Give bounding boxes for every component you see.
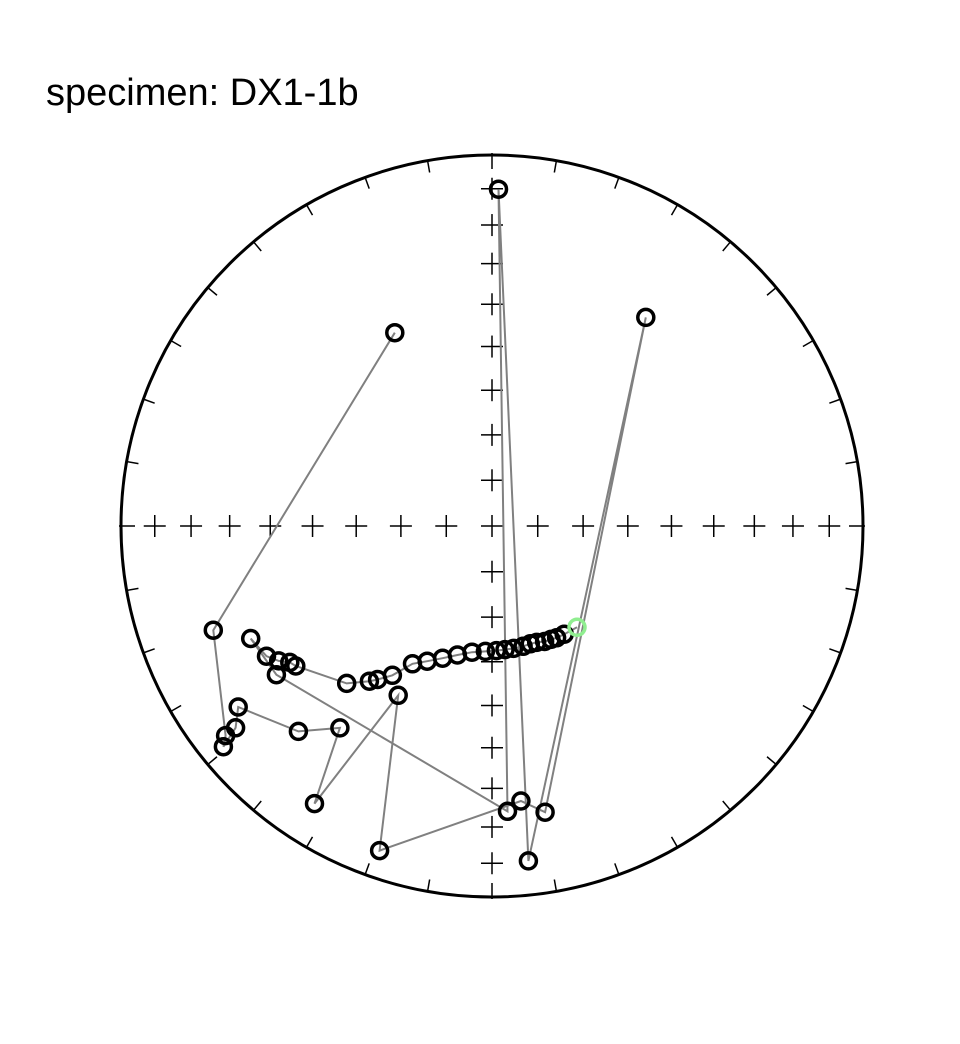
- data-point: [203, 620, 224, 640]
- data-point: [369, 840, 390, 861]
- highlighted-data-point: [567, 617, 587, 638]
- data-point: [497, 801, 518, 822]
- rim-tick: [364, 863, 370, 875]
- rim-tick: [426, 160, 431, 173]
- data-point: [225, 718, 246, 738]
- data-point: [511, 791, 531, 811]
- rim-tick: [802, 339, 814, 348]
- stereonet-frame: [119, 153, 865, 899]
- data-point: [462, 642, 482, 662]
- rim-tick: [553, 160, 558, 173]
- data-point: [359, 671, 380, 691]
- data-point: [475, 641, 496, 662]
- rim-tick: [802, 704, 814, 713]
- rim-tick: [252, 800, 262, 811]
- data-point: [336, 673, 357, 694]
- rim-tick: [553, 879, 558, 892]
- rim-tick: [143, 648, 155, 654]
- data-point: [495, 639, 515, 660]
- rim-tick: [766, 756, 777, 766]
- demag-path: [212, 189, 647, 862]
- data-point: [228, 697, 248, 717]
- rim-tick: [305, 836, 314, 848]
- rim-tick: [670, 836, 679, 848]
- rim-tick: [614, 863, 620, 875]
- rim-tick: [722, 241, 732, 252]
- demag-points: [203, 179, 656, 871]
- data-point: [385, 322, 405, 343]
- rim-tick: [722, 800, 732, 811]
- rim-tick: [364, 177, 370, 189]
- rim-tick: [207, 286, 218, 296]
- rim-tick: [614, 177, 620, 189]
- rim-tick: [126, 460, 139, 465]
- data-point: [636, 307, 656, 328]
- rim-tick: [845, 587, 858, 592]
- rim-tick: [829, 398, 841, 404]
- data-point: [286, 656, 306, 676]
- rim-tick: [305, 204, 314, 216]
- data-point: [240, 628, 261, 649]
- data-point: [330, 718, 350, 738]
- rim-tick: [252, 241, 262, 252]
- data-point: [535, 802, 555, 822]
- data-point: [213, 736, 234, 757]
- data-point: [288, 721, 309, 742]
- data-point: [388, 685, 408, 706]
- rim-tick: [170, 339, 182, 348]
- rim-tick: [170, 704, 182, 713]
- data-point: [304, 793, 325, 814]
- rim-tick: [143, 398, 155, 404]
- rim-tick: [670, 204, 679, 216]
- data-point: [382, 665, 403, 686]
- rim-tick: [845, 460, 858, 465]
- rim-tick: [766, 286, 777, 296]
- data-point: [488, 179, 509, 199]
- rim-tick: [126, 587, 139, 592]
- demag-path-line: [212, 189, 647, 862]
- rim-tick: [207, 756, 218, 766]
- rim-tick: [829, 648, 841, 654]
- data-point: [518, 851, 539, 871]
- rim-tick: [426, 879, 431, 892]
- data-point: [268, 651, 289, 671]
- data-point: [503, 638, 524, 659]
- chart-title: specimen: DX1-1b: [46, 72, 359, 114]
- data-point: [266, 664, 287, 685]
